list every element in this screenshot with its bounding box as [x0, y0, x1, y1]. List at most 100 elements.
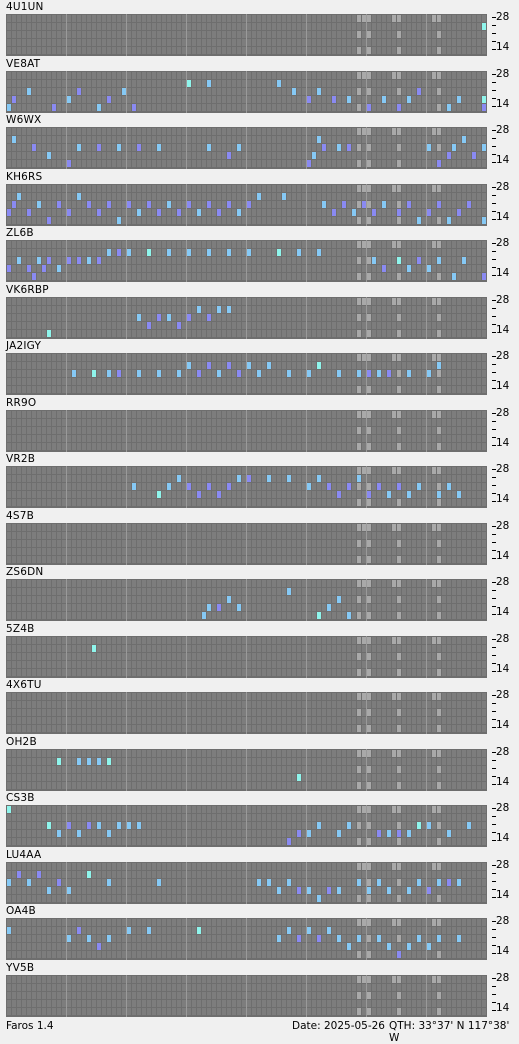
- grid-cell: [327, 491, 331, 498]
- signal-cell: [407, 370, 411, 377]
- grid-cell: [472, 257, 476, 264]
- grid-cell: [22, 47, 26, 54]
- grid-cell: [237, 362, 241, 369]
- grid-cell: [332, 241, 336, 248]
- grid-cell: [222, 555, 226, 563]
- grid-cell: [47, 265, 51, 272]
- grid-cell: [32, 160, 36, 167]
- grid-cell: [67, 136, 71, 143]
- grid-cell: [407, 79, 411, 87]
- grid-cell: [442, 87, 446, 95]
- grid-cell: [162, 531, 166, 539]
- grid-cell: [462, 329, 466, 337]
- grid-cell: [227, 71, 231, 79]
- grid-cell: [132, 257, 136, 264]
- grid-cell: [117, 354, 121, 361]
- grid-cell: [132, 265, 136, 272]
- grid-cell: [412, 313, 416, 321]
- grid-cell: [332, 499, 336, 506]
- grid-cell: [217, 362, 221, 369]
- signal-cell: [12, 200, 16, 208]
- grid-cell: [137, 39, 141, 46]
- grid-cell: [452, 184, 456, 192]
- grid-cell: [202, 273, 206, 280]
- grid-cell: [187, 370, 191, 377]
- grid-cell: [312, 370, 316, 377]
- grid-cell: [392, 467, 396, 474]
- signal-cell: [317, 136, 321, 143]
- grid-cell: [437, 47, 441, 54]
- grid-cell: [37, 329, 41, 337]
- grid-cell: [277, 386, 281, 393]
- grid-cell: [67, 87, 71, 95]
- grid-cell: [447, 329, 451, 337]
- grid-cell: [222, 160, 226, 167]
- grid-cell: [257, 136, 261, 143]
- grid-cell: [267, 136, 271, 143]
- grid-cell: [357, 144, 361, 151]
- grid-cell: [102, 418, 106, 426]
- grid-cell: [157, 321, 161, 329]
- grid-cell: [232, 491, 236, 498]
- grid-cell: [377, 200, 381, 208]
- grid-cell: [187, 321, 191, 329]
- grid-cell: [362, 434, 366, 442]
- grid-cell: [72, 273, 76, 280]
- grid-cell: [207, 467, 211, 474]
- grid-cell: [97, 192, 101, 200]
- grid-cell: [137, 321, 141, 329]
- grid-cell: [17, 160, 21, 167]
- grid-cell: [427, 539, 431, 547]
- grid-cell: [92, 15, 96, 22]
- grid-cell: [197, 313, 201, 321]
- grid-cell: [72, 329, 76, 337]
- grid-cell: [327, 103, 331, 111]
- grid-cell: [302, 547, 306, 555]
- grid-cell: [257, 71, 261, 79]
- grid-cell: [127, 79, 131, 87]
- grid-cell: [142, 442, 146, 450]
- grid-cell: [387, 152, 391, 159]
- grid-cell: [197, 386, 201, 393]
- grid-cell: [172, 265, 176, 272]
- grid-cell: [332, 410, 336, 418]
- grid-cell: [47, 15, 51, 22]
- grid-cell: [57, 47, 61, 54]
- grid-cell: [472, 208, 476, 216]
- grid-cell: [57, 362, 61, 369]
- grid-cell: [362, 547, 366, 555]
- grid-cell: [322, 241, 326, 248]
- grid-cell: [192, 378, 196, 385]
- signal-cell: [57, 265, 61, 272]
- grid-cell: [422, 305, 426, 313]
- grid-cell: [342, 144, 346, 151]
- grid-cell: [117, 257, 121, 264]
- grid-cell: [417, 362, 421, 369]
- grid-cell: [352, 418, 356, 426]
- grid-cell: [387, 475, 391, 482]
- grid-cell: [447, 15, 451, 22]
- grid-cell: [212, 483, 216, 490]
- grid-cell: [387, 208, 391, 216]
- grid-cell: [477, 23, 481, 30]
- grid-cell: [202, 434, 206, 442]
- grid-cell: [317, 128, 321, 135]
- grid-cell: [137, 329, 141, 337]
- grid-cell: [272, 192, 276, 200]
- grid-cell: [392, 31, 396, 38]
- grid-cell: [112, 523, 116, 531]
- grid-cell: [297, 539, 301, 547]
- grid-cell: [457, 321, 461, 329]
- grid-cell: [422, 31, 426, 38]
- grid-cell: [87, 15, 91, 22]
- grid-cell: [192, 208, 196, 216]
- grid-cell: [227, 241, 231, 248]
- grid-cell: [102, 362, 106, 369]
- grid-cell: [27, 200, 31, 208]
- grid-cell: [412, 208, 416, 216]
- grid-cell: [182, 23, 186, 30]
- grid-cell: [177, 467, 181, 474]
- grid-cell: [327, 265, 331, 272]
- grid-cell: [247, 370, 251, 377]
- hour-divider: [426, 353, 427, 395]
